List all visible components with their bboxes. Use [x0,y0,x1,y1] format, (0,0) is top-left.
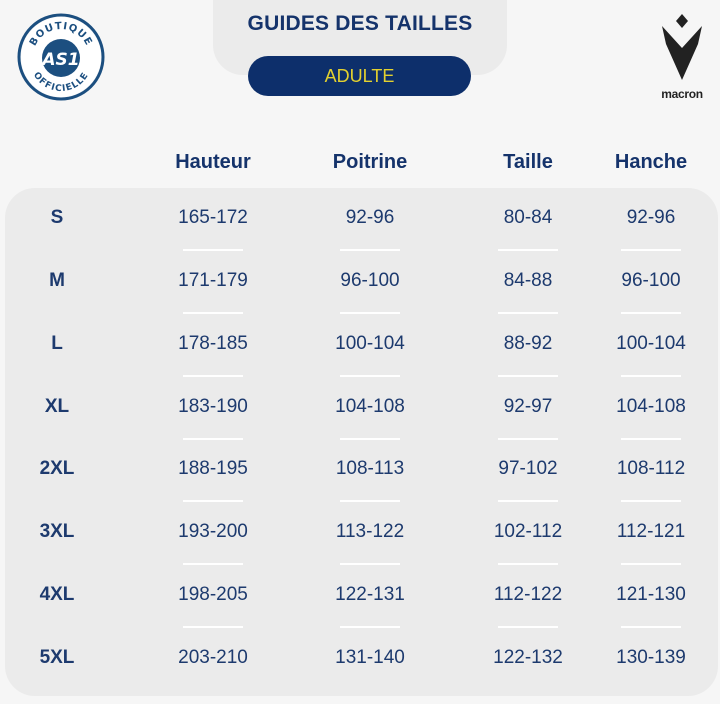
row-divider [340,563,400,565]
table-cell: 112-121 [616,521,686,542]
row-divider [621,312,681,314]
row-divider [340,375,400,377]
column-header-hauteur: Hauteur [175,151,251,173]
size-label: 2XL [39,458,75,479]
table-cell: 122-131 [335,584,405,605]
table-cell: 165-172 [178,207,248,228]
table-cell: 198-205 [178,584,248,605]
table-cell: 88-92 [503,333,553,354]
boutique-officielle-logo: BOUTIQUE OFFICIELLE AS1 [16,12,106,107]
column-header-hanche: Hanche [614,151,688,173]
size-label: S [50,207,64,228]
table-cell: 108-112 [616,458,686,479]
table-cell: 112-122 [493,584,563,605]
row-divider [340,438,400,440]
table-cell: 188-195 [178,458,248,479]
table-cell: 108-113 [335,458,405,479]
table-cell: 193-200 [178,521,248,542]
row-divider [340,312,400,314]
row-divider [183,375,243,377]
row-divider [183,438,243,440]
column-header-taille: Taille [503,151,553,173]
table-cell: 100-104 [335,333,405,354]
row-divider [340,249,400,251]
table-cell: 80-84 [503,207,553,228]
row-divider [621,500,681,502]
table-cell: 92-96 [626,207,676,228]
row-divider [498,500,558,502]
row-divider [498,563,558,565]
table-cell: 130-139 [616,647,686,668]
row-divider [498,375,558,377]
table-cell: 183-190 [178,396,248,417]
size-label: L [51,333,63,354]
table-cell: 122-132 [493,647,563,668]
size-label: 3XL [39,521,75,542]
svg-text:AS1: AS1 [40,50,79,70]
table-cell: 121-130 [616,584,686,605]
size-label: M [49,270,65,291]
table-cell: 131-140 [335,647,405,668]
row-divider [498,438,558,440]
row-divider [183,500,243,502]
row-divider [183,249,243,251]
table-cell: 96-100 [621,270,681,291]
row-divider [621,249,681,251]
row-divider [498,626,558,628]
row-divider [498,249,558,251]
table-cell: 104-108 [335,396,405,417]
row-divider [498,312,558,314]
adulte-button[interactable]: ADULTE [248,56,471,96]
table-cell: 178-185 [178,333,248,354]
table-cell: 113-122 [335,521,405,542]
row-divider [340,626,400,628]
table-cell: 92-97 [503,396,553,417]
table-cell: 203-210 [178,647,248,668]
column-header-poitrine: Poitrine [332,151,408,173]
size-label: 4XL [39,584,75,605]
table-cell: 92-96 [345,207,395,228]
table-cell: 96-100 [340,270,400,291]
page-title: GUIDES DES TAILLES [247,12,473,35]
table-cell: 84-88 [503,270,553,291]
row-divider [621,563,681,565]
table-cell: 104-108 [616,396,686,417]
row-divider [621,375,681,377]
table-cell: 171-179 [178,270,248,291]
row-divider [183,312,243,314]
row-divider [621,626,681,628]
row-divider [183,563,243,565]
size-label: 5XL [39,647,75,668]
size-table-panel [5,188,718,696]
table-cell: 100-104 [616,333,686,354]
row-divider [621,438,681,440]
macron-logo: macron [652,12,712,101]
row-divider [183,626,243,628]
table-cell: 102-112 [493,521,563,542]
size-label: XL [44,396,70,417]
row-divider [340,500,400,502]
table-cell: 97-102 [498,458,558,479]
